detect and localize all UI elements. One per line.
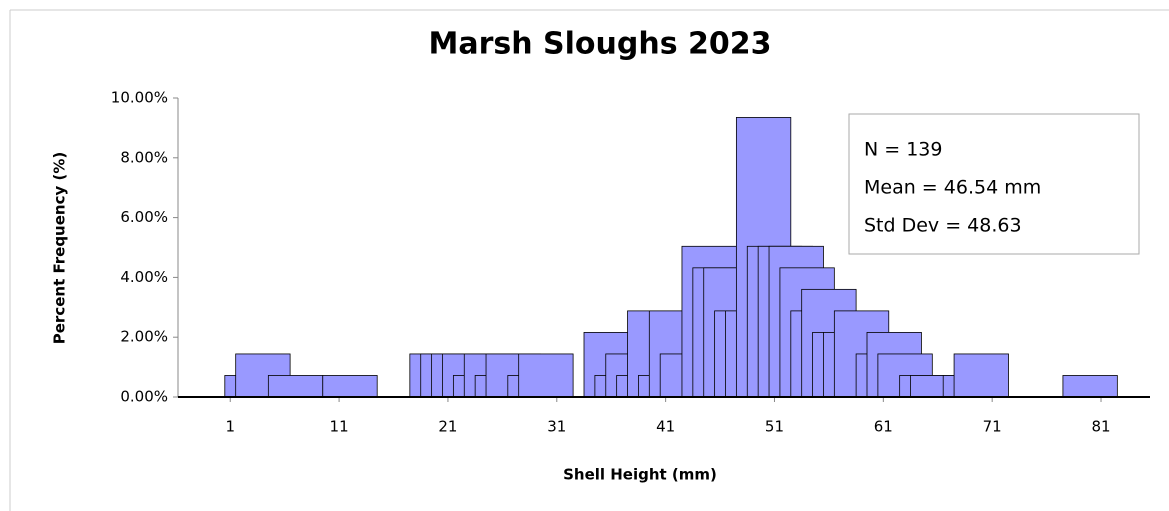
y-tick-label: 4.00% (120, 268, 168, 286)
x-tick-label: 11 (330, 418, 349, 436)
x-axis-title: Shell Height (mm) (563, 466, 717, 484)
bar (518, 353, 574, 398)
x-tick-label: 21 (438, 418, 457, 436)
bar (1062, 375, 1118, 398)
chart-title: Marsh Sloughs 2023 (428, 27, 771, 62)
bar (953, 353, 1009, 398)
stats-text: N = 139 (864, 139, 942, 161)
x-tick-label: 81 (1091, 418, 1110, 436)
stats-text: Std Dev = 48.63 (864, 215, 1022, 237)
y-tick-label: 6.00% (120, 208, 168, 226)
x-tick-label: 1 (225, 418, 235, 436)
y-tick-label: 0.00% (120, 388, 168, 406)
stats-box (848, 113, 1140, 255)
y-tick-label: 10.00% (111, 89, 168, 107)
y-tick-label: 2.00% (120, 328, 168, 346)
x-tick-label: 51 (765, 418, 784, 436)
x-tick-label: 41 (656, 418, 675, 436)
x-tick-label: 31 (547, 418, 566, 436)
bar (322, 375, 378, 398)
bar (267, 375, 324, 398)
stats-text: Mean = 46.54 mm (864, 177, 1041, 199)
y-tick-label: 8.00% (120, 148, 168, 166)
y-axis-title: Percent Frequency (%) (51, 152, 69, 344)
x-tick-label: 71 (983, 418, 1002, 436)
x-tick-label: 61 (874, 418, 893, 436)
